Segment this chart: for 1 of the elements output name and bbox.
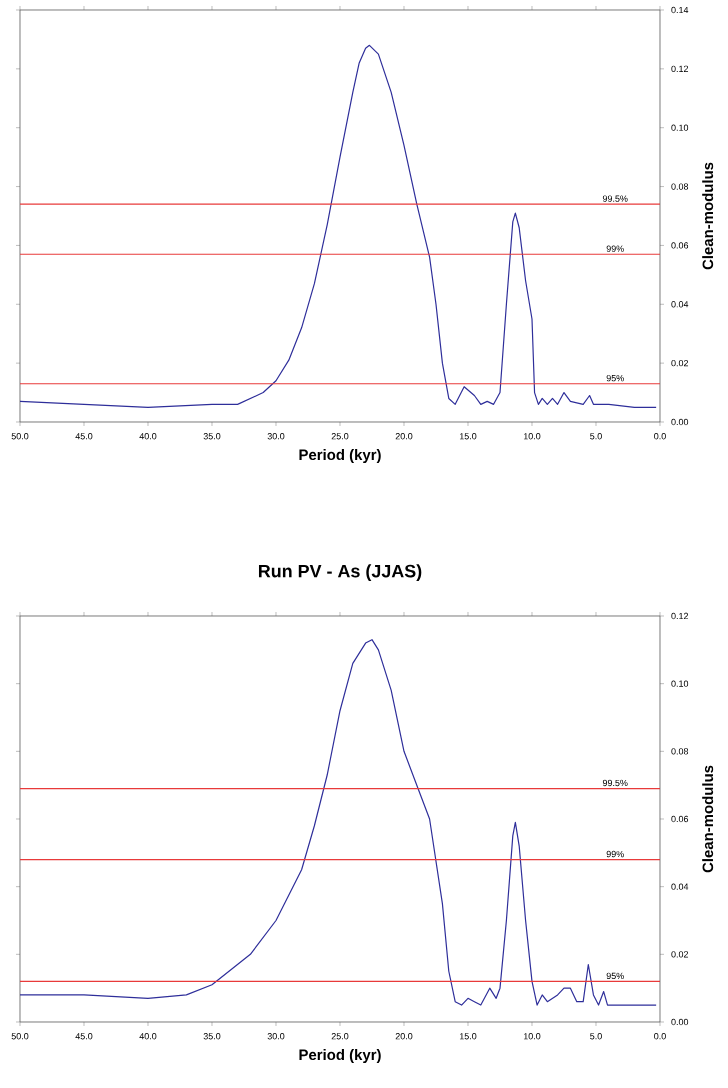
chart-title: Run PV - As (JJAS) [258,564,422,581]
